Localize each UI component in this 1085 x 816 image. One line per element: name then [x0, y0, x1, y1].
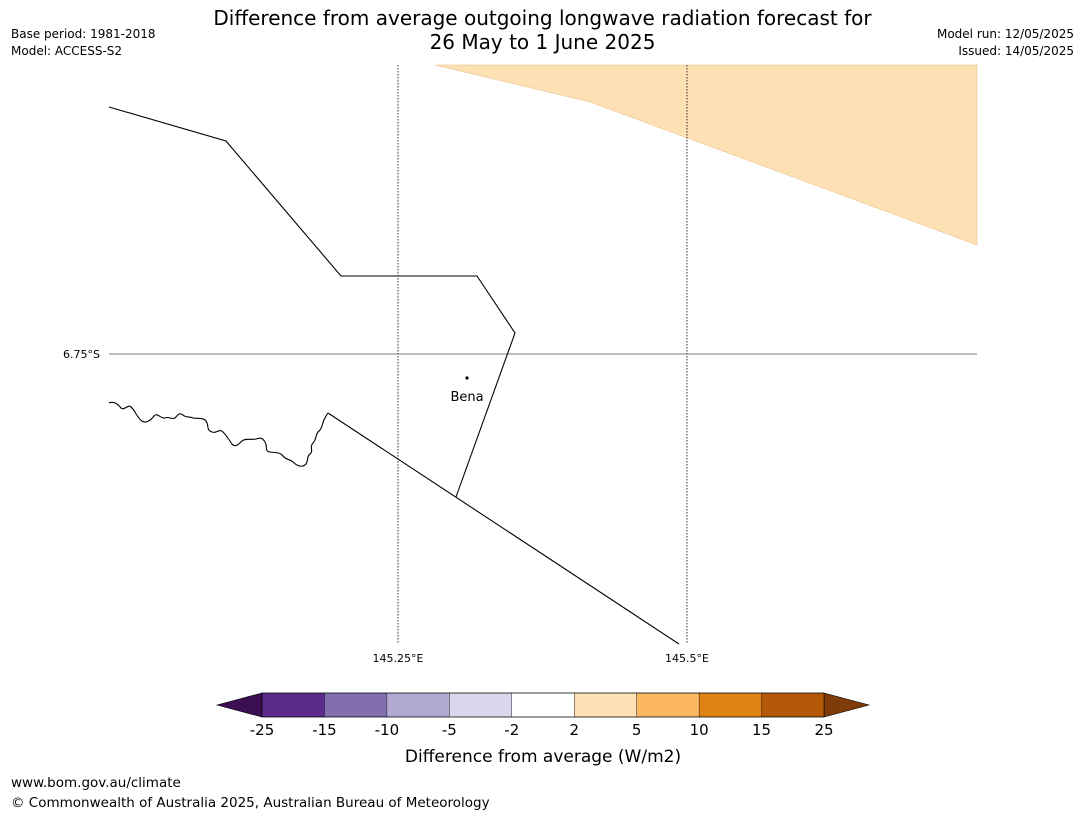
colorbar-tick-label: -2 — [504, 721, 519, 739]
bena-town-label: Bena — [450, 390, 483, 405]
colorbar-tick-label: 15 — [752, 721, 771, 739]
colorbar-segment — [574, 692, 638, 718]
bena-town-marker — [465, 376, 469, 380]
model-run: Model run: 12/05/2025 — [936, 27, 1074, 41]
meta-right: Model run: 12/05/2025 Issued: 14/05/2025 — [937, 26, 1074, 60]
colorbar-tick-label: 25 — [814, 721, 833, 739]
colorbar-high-arrow — [823, 692, 871, 718]
colorbar-tick-label: 5 — [632, 721, 642, 739]
title-line-2: 26 May to 1 June 2025 — [429, 30, 656, 54]
colorbar-segment — [324, 692, 388, 718]
lat-label-6-75s: 6.75°S — [63, 348, 100, 361]
map-title: Difference from average outgoing longwav… — [0, 6, 1085, 54]
colorbar-segment — [511, 692, 575, 718]
colorbar-tick-label: 10 — [690, 721, 709, 739]
meta-left: Base period: 1981-2018 Model: ACCESS-S2 — [11, 26, 156, 60]
colorbar-tick-label: -5 — [442, 721, 457, 739]
coastline — [108, 401, 329, 467]
anomaly-fill-region — [434, 64, 978, 246]
colorbar-tick-label: -10 — [375, 721, 400, 739]
colorbar-segment — [636, 692, 700, 718]
colorbar-tick-label: -25 — [250, 721, 275, 739]
province-boundary — [108, 106, 516, 498]
model-name: Model: ACCESS-S2 — [11, 44, 123, 58]
colorbar-frame — [261, 692, 825, 718]
base-period: Base period: 1981-2018 — [11, 27, 156, 41]
colorbar: -25 -15 -10 -5 -2 2 5 10 15 25 — [215, 692, 871, 739]
colorbar-tick-label: -15 — [312, 721, 337, 739]
colorbar-segment — [261, 692, 325, 718]
colorbar-segment — [386, 692, 450, 718]
colorbar-label: Difference from average (W/m2) — [405, 747, 681, 767]
footer-copyright: © Commonwealth of Australia 2025, Austra… — [11, 795, 490, 811]
colorbar-segment — [761, 692, 825, 718]
colorbar-low-arrow — [215, 692, 263, 718]
footer-url[interactable]: www.bom.gov.au/climate — [11, 775, 181, 791]
colorbar-tick-label: 2 — [569, 721, 579, 739]
lon-label-145-25e: 145.25°E — [373, 652, 424, 665]
lon-label-145-5e: 145.5°E — [665, 652, 709, 665]
colorbar-segment — [449, 692, 513, 718]
colorbar-segment — [698, 692, 763, 718]
province-boundary-south — [327, 412, 680, 645]
title-line-1: Difference from average outgoing longwav… — [213, 6, 872, 30]
issued-date: Issued: 14/05/2025 — [958, 44, 1074, 58]
